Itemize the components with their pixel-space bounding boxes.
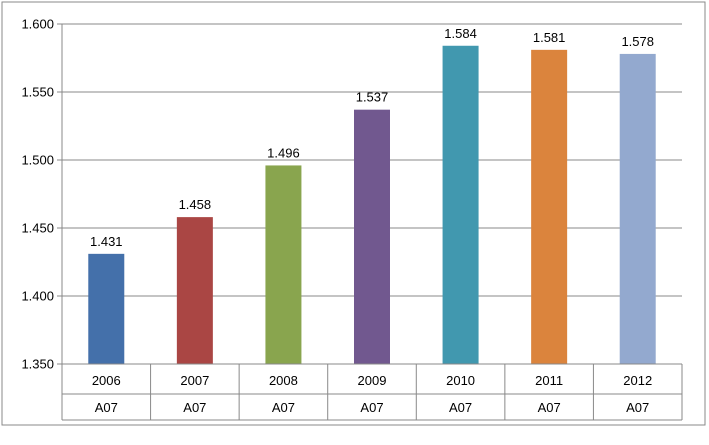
y-tick-label: 1.350 [21,357,54,372]
x-category-sublabel: A07 [626,400,649,415]
x-category-label: 2012 [623,373,652,388]
tick-labels: 1.350 1.400 1.450 1.500 1.550 1.600 [21,17,54,372]
y-tick-label: 1.500 [21,153,54,168]
bars [88,45,656,365]
x-category-label: 2010 [446,373,475,388]
x-category-sublabel: A07 [183,400,206,415]
data-label: 1.578 [621,34,654,49]
data-label: 1.581 [533,30,566,45]
bar [354,109,390,365]
x-category-sublabel: A07 [449,400,472,415]
y-tick-label: 1.400 [21,289,54,304]
bar [619,53,656,365]
x-category-label: 2007 [180,373,209,388]
x-category-sublabel: A07 [95,400,118,415]
data-label: 1.584 [444,26,477,41]
y-tick-label: 1.550 [21,85,54,100]
bar [442,45,479,364]
category-table: 2006 A07 2007 A07 2008 A07 2009 A07 2010 A07 2011 A… [61,363,683,421]
x-category-sublabel: A07 [360,400,383,415]
x-category-label: 2006 [92,373,121,388]
data-label: 1.458 [179,197,212,212]
x-category-label: 2008 [269,373,298,388]
data-label: 1.537 [356,90,389,105]
bar [531,49,568,365]
bar [176,217,213,364]
bar [265,165,302,364]
x-category-label: 2011 [535,373,563,388]
data-label: 1.496 [267,145,300,160]
y-tick-label: 1.600 [21,17,54,32]
x-category-label: 2009 [358,373,387,388]
axes [57,23,63,420]
x-category-sublabel: A07 [272,400,295,415]
data-label: 1.431 [90,234,123,249]
y-tick-label: 1.450 [21,221,54,236]
bar [88,253,125,364]
x-category-sublabel: A07 [538,400,561,415]
data-labels: 1.431 1.458 1.496 1.537 1.584 1.581 1.578 [90,26,654,249]
